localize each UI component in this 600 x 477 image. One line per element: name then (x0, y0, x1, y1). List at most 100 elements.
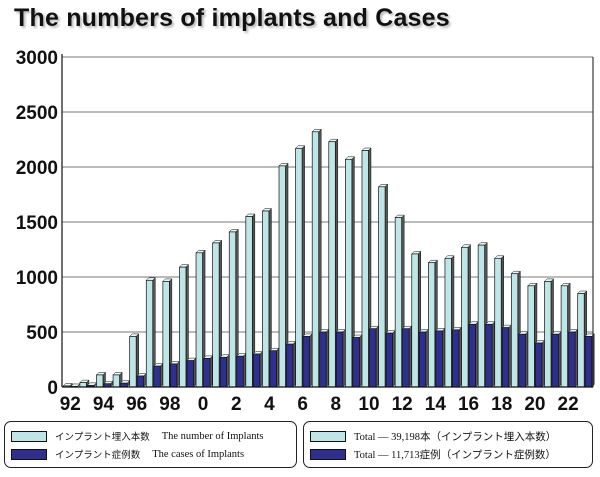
bar-front (319, 331, 327, 388)
x-tick-label: 8 (331, 394, 342, 415)
bar-front (418, 331, 427, 388)
bar-front (212, 242, 220, 388)
x-tick-label: 96 (126, 394, 147, 415)
bar-side (574, 328, 578, 388)
bar-front (228, 231, 237, 388)
x-axis-ticks: 92 94 96 98 0 2 4 6 8 10 12 14 16 18 20 22 (60, 394, 579, 415)
bar-side (375, 325, 379, 388)
y-tick-label: 2000 (16, 158, 58, 179)
legend-totals: Total ― 39,198本（インプラント埋入本数） Total ― 11,7… (303, 421, 593, 468)
x-tick-label: 22 (558, 394, 579, 415)
bar-cases (169, 360, 180, 388)
bar-cases (103, 380, 114, 388)
bar-implants (344, 156, 355, 388)
bar-front (468, 323, 476, 388)
axes (61, 54, 594, 388)
bar-front (96, 374, 104, 388)
bar-cases (402, 325, 413, 388)
bar-side (541, 339, 545, 388)
bar-front (584, 336, 593, 388)
bar-chart: 0 500 1000 1500 2000 2500 3000 92 94 96 98 0 2 4 6 8 10… (16, 48, 595, 415)
bar-front (295, 147, 303, 388)
bar-front (269, 350, 277, 388)
legend-label-en: The cases of Implants (152, 448, 245, 460)
bar-side (558, 331, 562, 388)
bar-cases (236, 353, 247, 388)
y-tick-label: 0 (47, 378, 58, 399)
bar-front (494, 257, 502, 388)
legend-total-cases: Total ― 11,713症例（インプラント症例数） (310, 447, 556, 461)
bar-front (428, 262, 436, 388)
bar-side (425, 328, 429, 388)
bar-cases (501, 324, 512, 388)
legend-swatch-implants (11, 430, 47, 442)
x-tick-label: 94 (93, 394, 115, 415)
bar-cases (385, 329, 396, 388)
bar-cases (468, 321, 479, 388)
bar-side (160, 362, 164, 388)
bar-cases (335, 328, 346, 388)
y-tick-label: 1000 (16, 268, 58, 289)
bar-implants (145, 277, 156, 388)
bar-cases (534, 339, 546, 388)
total-implants-label: Total ― 39,198本（インプラント埋入本数） (354, 431, 557, 443)
bar-front (461, 246, 469, 388)
bar-front (369, 328, 377, 388)
bar-front (501, 327, 510, 388)
chart-title: The numbers of implants and Cases (14, 4, 450, 32)
bar-implants (245, 213, 256, 388)
x-tick-label: 12 (392, 394, 413, 415)
bar-front (527, 285, 535, 388)
bar-front (518, 333, 526, 388)
bar-front (179, 266, 187, 388)
x-tick-label: 92 (60, 394, 81, 415)
bar-cases (269, 347, 280, 388)
bar-front (485, 323, 493, 388)
bar-front (278, 165, 286, 388)
bar-side (359, 334, 363, 388)
bar-cases (136, 372, 147, 388)
bar-front (378, 186, 386, 388)
bar-front (551, 333, 559, 388)
legend-swatch-cases (310, 448, 346, 460)
bar-side (292, 340, 296, 388)
bar-front (112, 374, 120, 388)
x-tick-label: 18 (491, 394, 512, 415)
bar-side (193, 357, 197, 388)
bar-cases (435, 327, 446, 388)
bar-front (236, 355, 244, 388)
bar-front (145, 279, 154, 388)
bar-cases (485, 321, 496, 388)
bar-front (286, 343, 294, 388)
bar-front (477, 244, 485, 388)
bar-cases (451, 326, 463, 388)
x-tick-label: 10 (358, 394, 379, 415)
bar-cases (368, 325, 380, 388)
bar-cases (186, 357, 197, 388)
bar-front (311, 131, 320, 388)
bar-side (176, 360, 180, 388)
bar-front (129, 336, 137, 388)
bar-front (435, 330, 443, 388)
legend-label-en: The number of Implants (161, 430, 264, 442)
y-tick-label: 2500 (16, 103, 58, 124)
bar-side (491, 321, 495, 388)
bar-side (475, 321, 479, 388)
bar-front (262, 210, 270, 388)
bar-front (153, 365, 161, 388)
bar-front (186, 360, 194, 388)
bar-side (525, 331, 529, 388)
bar-front (394, 217, 403, 388)
legend-swatch-implants (310, 430, 346, 442)
bar-front (402, 328, 410, 388)
bar-front (170, 363, 178, 388)
bar-front (577, 293, 585, 388)
bar-front (219, 356, 227, 388)
bar-front (328, 141, 336, 388)
bar-side (242, 353, 246, 388)
bar-front (245, 216, 253, 388)
bar-front (444, 257, 452, 388)
legend-total-implants: Total ― 39,198本（インプラント埋入本数） (310, 429, 556, 443)
bar-front (162, 281, 170, 388)
bar-cases (352, 334, 363, 388)
